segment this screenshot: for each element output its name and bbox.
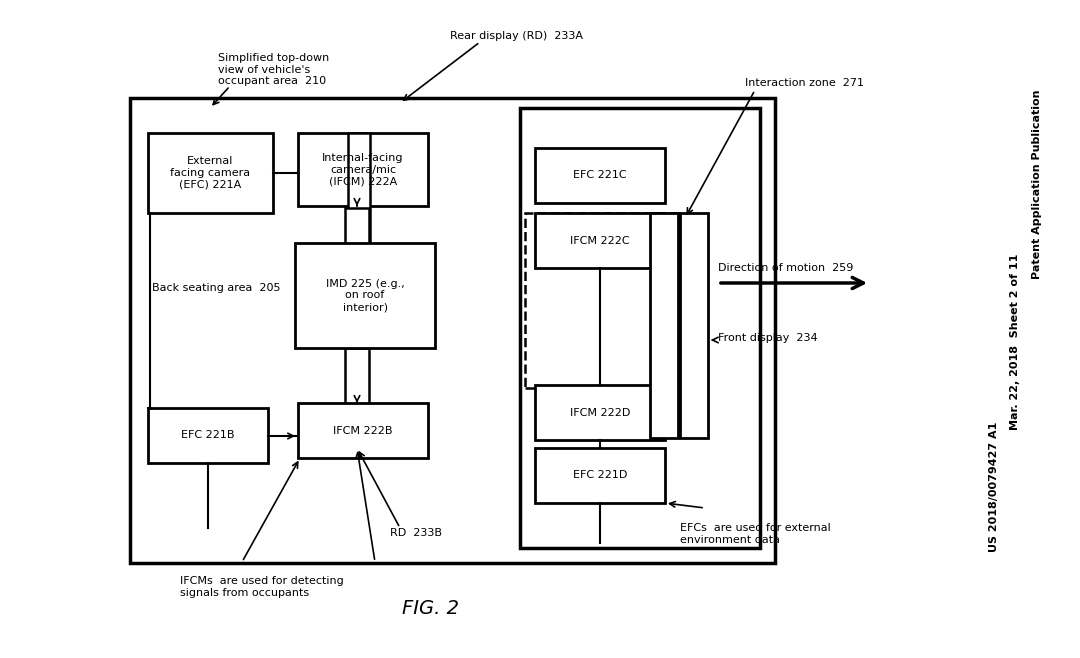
Text: EFC 221C: EFC 221C xyxy=(573,170,626,180)
Text: Interaction zone  271: Interaction zone 271 xyxy=(745,78,864,88)
Bar xyxy=(525,213,680,388)
Text: Front display  234: Front display 234 xyxy=(718,333,818,343)
Bar xyxy=(345,208,369,308)
Text: US 2018/0079427 A1: US 2018/0079427 A1 xyxy=(988,422,999,552)
Text: Mar. 22, 2018  Sheet 2 of 11: Mar. 22, 2018 Sheet 2 of 11 xyxy=(1010,254,1021,430)
Text: Patent Application Publication: Patent Application Publication xyxy=(1031,89,1042,279)
Bar xyxy=(535,448,665,503)
Bar xyxy=(535,385,665,440)
Bar xyxy=(535,148,665,203)
Text: IFCM 222D: IFCM 222D xyxy=(570,407,631,417)
Bar xyxy=(148,408,268,463)
Text: IFCM 222C: IFCM 222C xyxy=(570,236,630,245)
Text: RD  233B: RD 233B xyxy=(390,528,442,538)
Bar xyxy=(519,108,760,548)
Bar xyxy=(298,403,428,458)
Text: Rear display (RD)  233A: Rear display (RD) 233A xyxy=(450,31,583,41)
Bar xyxy=(148,133,273,213)
Text: IMD 225 (e.g.,
on roof
interior): IMD 225 (e.g., on roof interior) xyxy=(326,279,404,312)
Text: Direction of motion  259: Direction of motion 259 xyxy=(718,263,853,273)
Text: Internal-facing
camera/mic
(IFCM) 222A: Internal-facing camera/mic (IFCM) 222A xyxy=(322,153,404,186)
Text: Back seating area  205: Back seating area 205 xyxy=(152,283,281,293)
Text: Simplified top-down
view of vehicle's
occupant area  210: Simplified top-down view of vehicle's oc… xyxy=(218,53,329,86)
Text: IFCM 222B: IFCM 222B xyxy=(334,426,393,436)
Text: FIG. 2: FIG. 2 xyxy=(402,599,459,617)
Bar xyxy=(680,213,708,438)
Text: EFCs  are used for external
environment data: EFCs are used for external environment d… xyxy=(680,523,831,545)
Text: External
facing camera
(EFC) 221A: External facing camera (EFC) 221A xyxy=(171,157,251,190)
Bar xyxy=(650,213,678,438)
Bar xyxy=(535,213,665,268)
Bar xyxy=(348,133,370,268)
Bar xyxy=(345,348,369,448)
Text: EFC 221D: EFC 221D xyxy=(572,470,627,480)
Bar xyxy=(298,133,428,206)
Text: EFC 221B: EFC 221B xyxy=(181,430,234,440)
Bar xyxy=(295,243,435,348)
Text: IFCMs  are used for detecting
signals from occupants: IFCMs are used for detecting signals fro… xyxy=(180,576,343,597)
Bar xyxy=(130,98,775,563)
